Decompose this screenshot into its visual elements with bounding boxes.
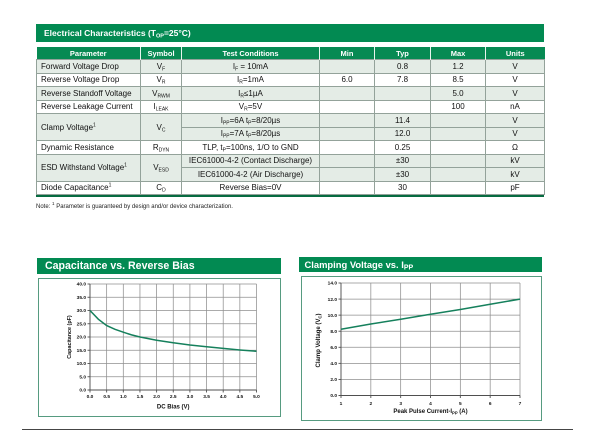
svg-text:1.5: 1.5 (137, 394, 144, 400)
svg-text:0.0: 0.0 (87, 394, 94, 400)
svg-text:Clamp Voltage (VC): Clamp Voltage (VC) (316, 314, 322, 368)
svg-text:5.0: 5.0 (253, 394, 260, 400)
svg-text:10.0: 10.0 (328, 313, 338, 319)
svg-text:20.0: 20.0 (77, 335, 87, 341)
svg-text:8.0: 8.0 (330, 329, 337, 335)
svg-text:Peak Pulse Current-IPP (A): Peak Pulse Current-IPP (A) (393, 409, 467, 415)
svg-text:4.5: 4.5 (237, 394, 244, 400)
svg-text:3.5: 3.5 (203, 394, 210, 400)
svg-text:35.0: 35.0 (77, 295, 87, 301)
svg-text:0.5: 0.5 (103, 394, 110, 400)
svg-text:1.0: 1.0 (120, 394, 127, 400)
svg-text:2.0: 2.0 (153, 394, 160, 400)
svg-text:3.0: 3.0 (187, 394, 194, 400)
svg-text:5: 5 (459, 401, 462, 407)
svg-text:2: 2 (369, 401, 372, 407)
svg-text:12.0: 12.0 (328, 297, 338, 303)
svg-text:15.0: 15.0 (77, 348, 87, 354)
svg-text:Capacitance (pF): Capacitance (pF) (67, 315, 73, 359)
svg-text:4.0: 4.0 (330, 361, 337, 367)
svg-text:10.0: 10.0 (77, 361, 87, 367)
svg-text:40.0: 40.0 (77, 282, 87, 288)
svg-text:0.0: 0.0 (79, 388, 86, 394)
svg-text:4: 4 (429, 401, 432, 407)
svg-text:6.0: 6.0 (330, 345, 337, 351)
svg-text:2.5: 2.5 (170, 394, 177, 400)
svg-text:2.0: 2.0 (330, 377, 337, 383)
svg-text:30.0: 30.0 (77, 308, 87, 314)
svg-text:4.0: 4.0 (220, 394, 227, 400)
svg-text:0.0: 0.0 (330, 393, 337, 399)
svg-text:5.0: 5.0 (79, 374, 86, 380)
svg-text:7: 7 (519, 401, 522, 407)
svg-text:DC Bias (V): DC Bias (V) (157, 405, 190, 411)
svg-text:1: 1 (340, 401, 343, 407)
svg-text:6: 6 (489, 401, 492, 407)
svg-text:25.0: 25.0 (77, 321, 87, 327)
svg-text:14.0: 14.0 (328, 281, 338, 287)
svg-text:3: 3 (399, 401, 402, 407)
